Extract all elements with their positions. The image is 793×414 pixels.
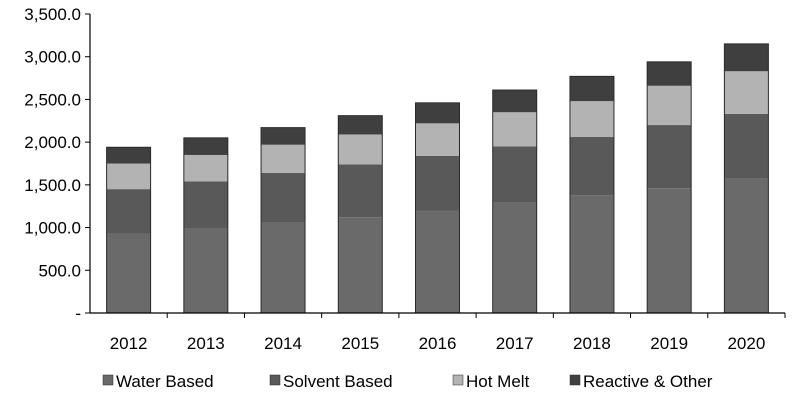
legend-label-solvent-based: Solvent Based: [283, 372, 393, 391]
legend-swatch-hot-melt: [452, 374, 464, 386]
bar-segment-water-based-2012: [106, 233, 151, 313]
bar-segment-reactive-other-2017: [492, 90, 537, 113]
bar-segment-reactive-other-2015: [338, 115, 383, 135]
legend-swatch-solvent-based: [269, 374, 281, 386]
y-tick-label: 1,000.0: [24, 219, 81, 238]
bar-segment-hot-melt-2016: [415, 123, 460, 156]
legend-swatch-water-based: [102, 374, 114, 386]
bar-segment-solvent-based-2017: [492, 146, 537, 203]
bar-segment-solvent-based-2019: [647, 125, 692, 189]
bar-segment-solvent-based-2020: [724, 113, 769, 179]
legend-label-hot-melt: Hot Melt: [466, 372, 530, 391]
y-tick-label: 2,000.0: [24, 133, 81, 152]
bar-segment-reactive-other-2016: [415, 102, 460, 124]
y-tick-label: 3,500.0: [24, 5, 81, 24]
x-tick-label: 2019: [650, 334, 688, 353]
legend-label-reactive-other: Reactive & Other: [583, 372, 713, 391]
bar-segment-hot-melt-2020: [724, 71, 769, 114]
bar-segment-hot-melt-2012: [106, 163, 151, 190]
bar-segment-water-based-2013: [183, 228, 228, 313]
x-tick-label: 2017: [496, 334, 534, 353]
y-tick-label: 2,500.0: [24, 90, 81, 109]
bar-segment-water-based-2020: [724, 178, 769, 313]
y-tick-label: 500.0: [38, 261, 81, 280]
bar-segment-solvent-based-2012: [106, 189, 151, 234]
bar-segment-water-based-2014: [261, 222, 306, 313]
bar-segment-reactive-other-2012: [106, 147, 151, 164]
x-tick-label: 2014: [264, 334, 302, 353]
bar-segment-water-based-2019: [647, 188, 692, 313]
bar-segment-hot-melt-2013: [183, 154, 228, 182]
bar-segment-hot-melt-2017: [492, 112, 537, 147]
bar-segment-solvent-based-2018: [569, 137, 614, 196]
y-tick-label: -: [75, 304, 81, 323]
legend-swatch-reactive-other: [569, 374, 581, 386]
bar-segment-solvent-based-2014: [261, 172, 306, 223]
bar-segment-solvent-based-2015: [338, 164, 383, 218]
y-tick-label: 3,000.0: [24, 48, 81, 67]
bar-segment-hot-melt-2015: [338, 134, 383, 165]
bar-segment-solvent-based-2016: [415, 155, 460, 211]
bar-segment-water-based-2015: [338, 217, 383, 313]
bar-segment-water-based-2017: [492, 202, 537, 313]
bar-segment-hot-melt-2019: [647, 85, 692, 126]
bar-segment-water-based-2018: [569, 195, 614, 313]
bar-segment-hot-melt-2018: [569, 101, 614, 138]
x-tick-label: 2012: [110, 334, 148, 353]
x-tick-label: 2016: [419, 334, 457, 353]
bar-segment-hot-melt-2014: [261, 144, 306, 173]
x-tick-label: 2018: [573, 334, 611, 353]
x-tick-label: 2015: [341, 334, 379, 353]
y-tick-label: 1,500.0: [24, 176, 81, 195]
bar-segment-reactive-other-2019: [647, 61, 692, 86]
bar-segment-reactive-other-2018: [569, 76, 614, 102]
bar-segment-solvent-based-2013: [183, 181, 228, 229]
x-tick-label: 2020: [727, 334, 765, 353]
bar-segment-reactive-other-2014: [261, 127, 306, 145]
bar-segment-reactive-other-2013: [183, 137, 228, 155]
legend-label-water-based: Water Based: [116, 372, 214, 391]
x-tick-label: 2013: [187, 334, 225, 353]
bar-segment-water-based-2016: [415, 210, 460, 313]
bar-segment-reactive-other-2020: [724, 43, 769, 72]
